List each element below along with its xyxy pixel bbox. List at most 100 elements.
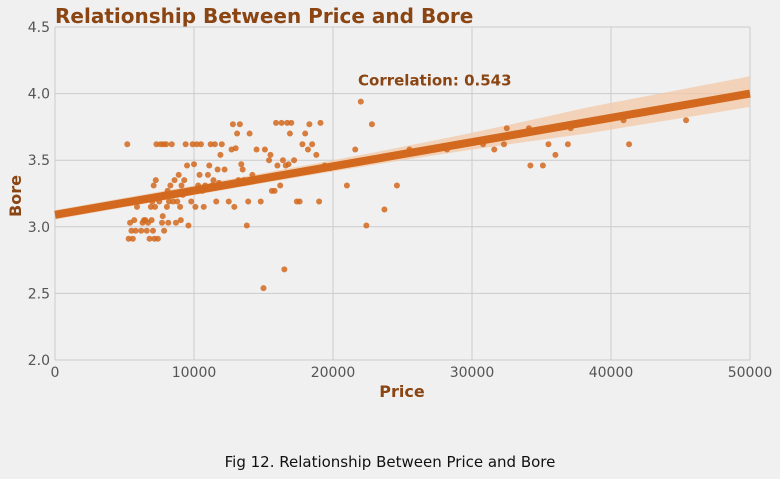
data-point — [683, 117, 690, 124]
data-point — [152, 177, 159, 184]
data-point — [317, 119, 324, 126]
data-point — [343, 182, 350, 189]
data-point — [200, 203, 207, 210]
data-point — [234, 130, 241, 137]
data-point — [352, 146, 359, 153]
data-point — [210, 177, 217, 184]
figure-caption: Fig 12. Relationship Between Price and B… — [224, 453, 556, 471]
data-point — [153, 141, 160, 148]
y-tick-label: 2.0 — [28, 353, 50, 369]
data-point — [313, 151, 320, 158]
data-point — [182, 141, 189, 148]
x-tick-label: 0 — [51, 365, 60, 381]
data-point — [189, 141, 196, 148]
data-point — [125, 235, 132, 242]
data-point — [363, 222, 370, 229]
data-point — [231, 203, 238, 210]
data-point — [267, 151, 274, 158]
data-point — [500, 141, 507, 148]
data-point — [564, 141, 571, 148]
data-point — [260, 285, 267, 292]
data-point — [278, 119, 285, 126]
y-ticks: 2.0 2.5 3.0 3.5 4.0 4.5 — [28, 20, 50, 369]
data-point — [245, 198, 252, 205]
data-point — [207, 141, 214, 148]
data-point — [291, 157, 298, 164]
data-point — [299, 141, 306, 148]
data-point — [197, 141, 204, 148]
data-point — [170, 198, 177, 205]
data-point — [306, 121, 313, 128]
data-point — [192, 203, 199, 210]
data-point — [246, 130, 253, 137]
data-point — [217, 151, 224, 158]
data-point — [232, 145, 239, 152]
data-point — [261, 146, 268, 153]
data-point — [218, 141, 225, 148]
data-point — [149, 227, 156, 234]
data-point — [214, 166, 221, 173]
data-point — [124, 141, 131, 148]
data-point — [357, 98, 364, 105]
data-point — [171, 177, 178, 184]
data-point — [147, 203, 154, 210]
data-point — [175, 171, 182, 178]
y-tick-label: 2.5 — [28, 286, 50, 302]
data-point — [206, 162, 213, 169]
data-point — [177, 203, 184, 210]
data-point — [131, 217, 138, 224]
chart-title: Relationship Between Price and Bore — [55, 4, 473, 28]
data-point — [159, 213, 166, 220]
data-point — [154, 235, 161, 242]
data-point — [503, 125, 510, 132]
data-point — [626, 141, 633, 148]
data-point — [279, 157, 286, 164]
data-point — [132, 227, 139, 234]
data-point — [271, 187, 278, 194]
data-point — [193, 141, 200, 148]
data-point — [285, 161, 292, 168]
data-point — [266, 157, 273, 164]
data-point — [309, 141, 316, 148]
data-point — [236, 121, 243, 128]
data-point — [188, 198, 195, 205]
data-point — [159, 219, 166, 226]
x-tick-label: 50000 — [728, 365, 773, 381]
data-point — [143, 227, 150, 234]
y-tick-label: 4.0 — [28, 87, 50, 103]
data-point — [288, 119, 295, 126]
data-point — [284, 119, 291, 126]
data-point — [527, 162, 534, 169]
data-point — [204, 171, 211, 178]
data-point — [253, 146, 260, 153]
x-tick-label: 30000 — [450, 365, 495, 381]
x-ticks: 0 10000 20000 30000 40000 50000 — [51, 365, 773, 381]
data-point — [161, 227, 168, 234]
data-point — [552, 151, 559, 158]
correlation-annotation: Correlation: 0.543 — [358, 72, 512, 90]
data-point — [273, 119, 280, 126]
regression-line — [54, 89, 751, 219]
data-point — [381, 206, 388, 213]
data-point — [281, 266, 288, 273]
data-point — [393, 182, 400, 189]
data-point — [163, 141, 170, 148]
y-tick-label: 3.5 — [28, 153, 50, 169]
x-tick-label: 20000 — [311, 365, 356, 381]
y-tick-label: 4.5 — [28, 20, 50, 36]
data-point — [185, 222, 192, 229]
data-point — [148, 217, 155, 224]
data-point — [168, 141, 175, 148]
data-point — [150, 182, 157, 189]
data-point — [213, 198, 220, 205]
data-point — [225, 198, 232, 205]
data-point — [368, 121, 375, 128]
data-point — [277, 182, 284, 189]
data-point — [129, 235, 136, 242]
y-axis-label: Bore — [6, 175, 25, 217]
data-point — [286, 130, 293, 137]
data-point — [274, 162, 281, 169]
data-point — [304, 146, 311, 153]
data-point — [167, 182, 174, 189]
data-point — [545, 141, 552, 148]
